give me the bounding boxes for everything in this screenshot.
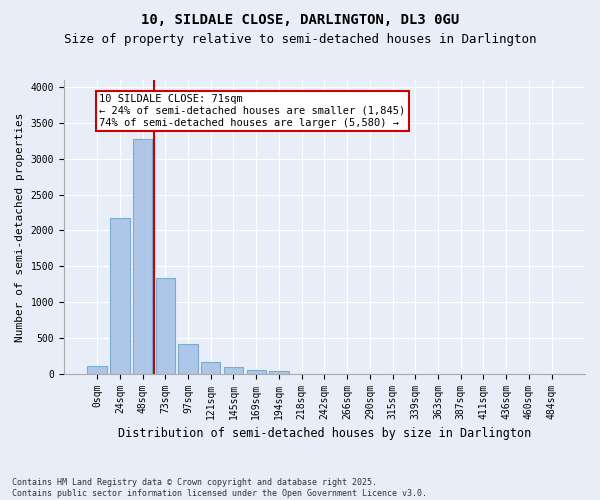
Bar	[88, 366, 107, 374]
Text: 10 SILDALE CLOSE: 71sqm
← 24% of semi-detached houses are smaller (1,845)
74% of: 10 SILDALE CLOSE: 71sqm ← 24% of semi-de…	[100, 94, 406, 128]
Bar	[110, 218, 130, 374]
Bar	[178, 344, 197, 374]
Bar	[155, 278, 175, 374]
Bar	[224, 367, 243, 374]
Text: 10, SILDALE CLOSE, DARLINGTON, DL3 0GU: 10, SILDALE CLOSE, DARLINGTON, DL3 0GU	[141, 12, 459, 26]
Text: Size of property relative to semi-detached houses in Darlington: Size of property relative to semi-detach…	[64, 32, 536, 46]
X-axis label: Distribution of semi-detached houses by size in Darlington: Distribution of semi-detached houses by …	[118, 427, 531, 440]
Y-axis label: Number of semi-detached properties: Number of semi-detached properties	[15, 112, 25, 342]
Bar	[269, 371, 289, 374]
Bar	[247, 370, 266, 374]
Bar	[133, 138, 152, 374]
Bar	[201, 362, 220, 374]
Text: Contains HM Land Registry data © Crown copyright and database right 2025.
Contai: Contains HM Land Registry data © Crown c…	[12, 478, 427, 498]
